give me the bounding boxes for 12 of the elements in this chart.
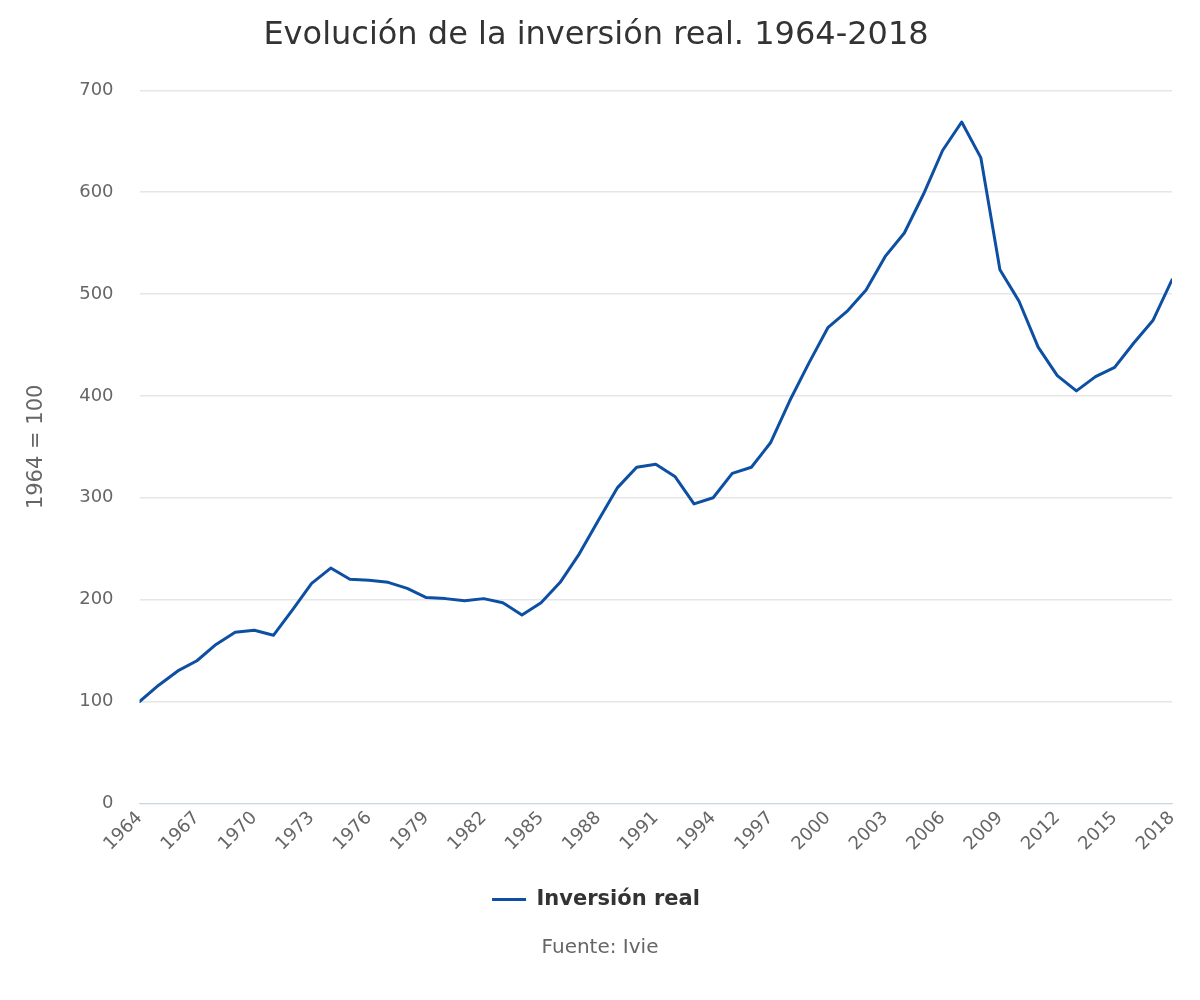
legend-label: Inversión real — [536, 885, 700, 910]
chart-title: Evolución de la inversión real. 1964-2018 — [263, 13, 929, 52]
y-tick-label: 400 — [79, 383, 114, 405]
y-tick-label: 500 — [79, 281, 114, 303]
y-axis-title: 1964 = 100 — [23, 384, 48, 510]
y-tick-label: 300 — [79, 485, 114, 507]
y-tick-label: 200 — [79, 587, 114, 609]
y-tick-label: 700 — [79, 78, 114, 100]
source-note: Fuente: Ivie — [541, 934, 659, 959]
y-tick-label: 600 — [79, 179, 114, 201]
y-tick-label: 0 — [102, 791, 114, 813]
y-tick-label: 100 — [79, 689, 114, 711]
